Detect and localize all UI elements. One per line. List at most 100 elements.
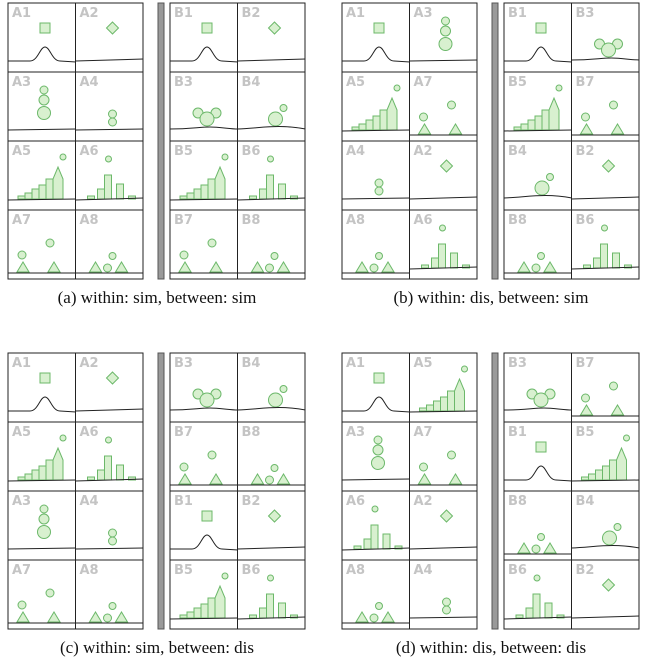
tile: B4 [572, 491, 640, 560]
glyph-circle [372, 457, 385, 470]
glyph-bar [613, 253, 620, 268]
tile-label: A4 [414, 563, 433, 578]
glyph-circle [40, 86, 48, 94]
tile: B6 [238, 560, 306, 629]
glyph-circle [370, 264, 378, 272]
tile-label: A6 [346, 494, 365, 509]
glyph-bar [373, 116, 380, 130]
glyph-circle [109, 529, 117, 537]
tile: A3 [342, 422, 410, 491]
glyph-circle [448, 451, 456, 459]
glyph-bar [39, 185, 46, 199]
tile-label: A7 [414, 425, 433, 440]
glyph-circle [534, 393, 548, 407]
tile: A2 [76, 353, 144, 422]
glyph-circle [280, 386, 287, 393]
tile-label: B4 [576, 494, 595, 509]
tile: A7 [410, 422, 478, 491]
tile-label: A1 [346, 6, 365, 21]
glyph-bar [439, 244, 446, 268]
glyph-bar [545, 603, 552, 618]
glyph-circle [266, 264, 274, 272]
glyph-circle [200, 112, 214, 126]
tile-label: B2 [576, 563, 595, 578]
tile-label: B8 [242, 425, 261, 440]
glyph-bar [208, 179, 215, 199]
glyph-circle [610, 382, 618, 390]
tile-label: A6 [80, 425, 99, 440]
tile: B1 [504, 422, 572, 491]
caption: (a) within: sim, between: sim [58, 288, 257, 307]
glyph-circle [208, 451, 216, 459]
tile-label: A6 [414, 213, 433, 228]
glyph-bar [594, 258, 601, 268]
glyph-circle [370, 614, 378, 622]
glyph-bar [366, 120, 373, 130]
tile-label: A8 [346, 213, 365, 228]
tile-label: B2 [576, 144, 595, 159]
glyph-bar [514, 127, 521, 130]
glyph-circle [222, 573, 228, 579]
glyph-bar [25, 474, 32, 480]
tile: B3 [572, 3, 640, 72]
tile-label: A2 [80, 6, 99, 21]
glyph-bar [451, 253, 458, 268]
tile-label: A6 [80, 144, 99, 159]
tile-label: A4 [80, 75, 99, 90]
glyph-circle [109, 110, 117, 118]
glyph-bar [25, 193, 32, 199]
glyph-bar [180, 615, 187, 618]
tile: B8 [504, 210, 572, 279]
glyph-circle [109, 603, 116, 610]
glyph-bar [533, 594, 540, 618]
glyph-bar [267, 594, 274, 618]
tile: B2 [238, 3, 306, 72]
glyph-bar [584, 265, 591, 268]
glyph-square [202, 511, 212, 521]
tile-label: A4 [80, 494, 99, 509]
tile-label: B8 [508, 494, 527, 509]
glyph-square [40, 373, 50, 383]
tile: B6 [238, 141, 306, 210]
separator [492, 353, 498, 629]
glyph-circle [532, 545, 540, 553]
glyph-circle [222, 154, 228, 160]
separator [158, 353, 164, 629]
glyph-circle [374, 436, 382, 444]
glyph-circle [269, 112, 283, 126]
glyph-circle [39, 514, 49, 524]
tile-label: A5 [346, 75, 365, 90]
glyph-bar [432, 258, 439, 268]
tile: B2 [572, 141, 640, 210]
glyph-bar [18, 477, 25, 480]
glyph-circle [375, 187, 383, 195]
glyph-circle [106, 156, 112, 162]
glyph-circle [60, 154, 66, 160]
tile-label: A2 [414, 144, 433, 159]
glyph-bar [279, 184, 286, 199]
tile-label: B5 [174, 563, 193, 578]
glyph-bar [535, 116, 542, 130]
tile-label: A1 [12, 6, 31, 21]
tile-label: A3 [12, 75, 31, 90]
glyph-bar [434, 401, 441, 411]
tile-label: A8 [80, 213, 99, 228]
glyph-bar [39, 466, 46, 480]
tile-label: B1 [508, 6, 527, 21]
glyph-circle [268, 575, 274, 581]
tile: B6 [572, 210, 640, 279]
glyph-bar [117, 184, 124, 199]
glyph-bar [105, 456, 112, 480]
tile-label: A3 [346, 425, 365, 440]
tile-label: A5 [414, 356, 433, 371]
tile: B3 [170, 72, 238, 141]
tile: B1 [170, 3, 238, 72]
tile-label: B3 [174, 75, 193, 90]
glyph-square [40, 23, 50, 33]
glyph-circle [180, 251, 188, 259]
glyph-circle [376, 603, 383, 610]
tile: B5 [504, 72, 572, 141]
glyph-circle [269, 393, 283, 407]
glyph-bar [32, 470, 39, 480]
tile: A5 [8, 422, 76, 491]
